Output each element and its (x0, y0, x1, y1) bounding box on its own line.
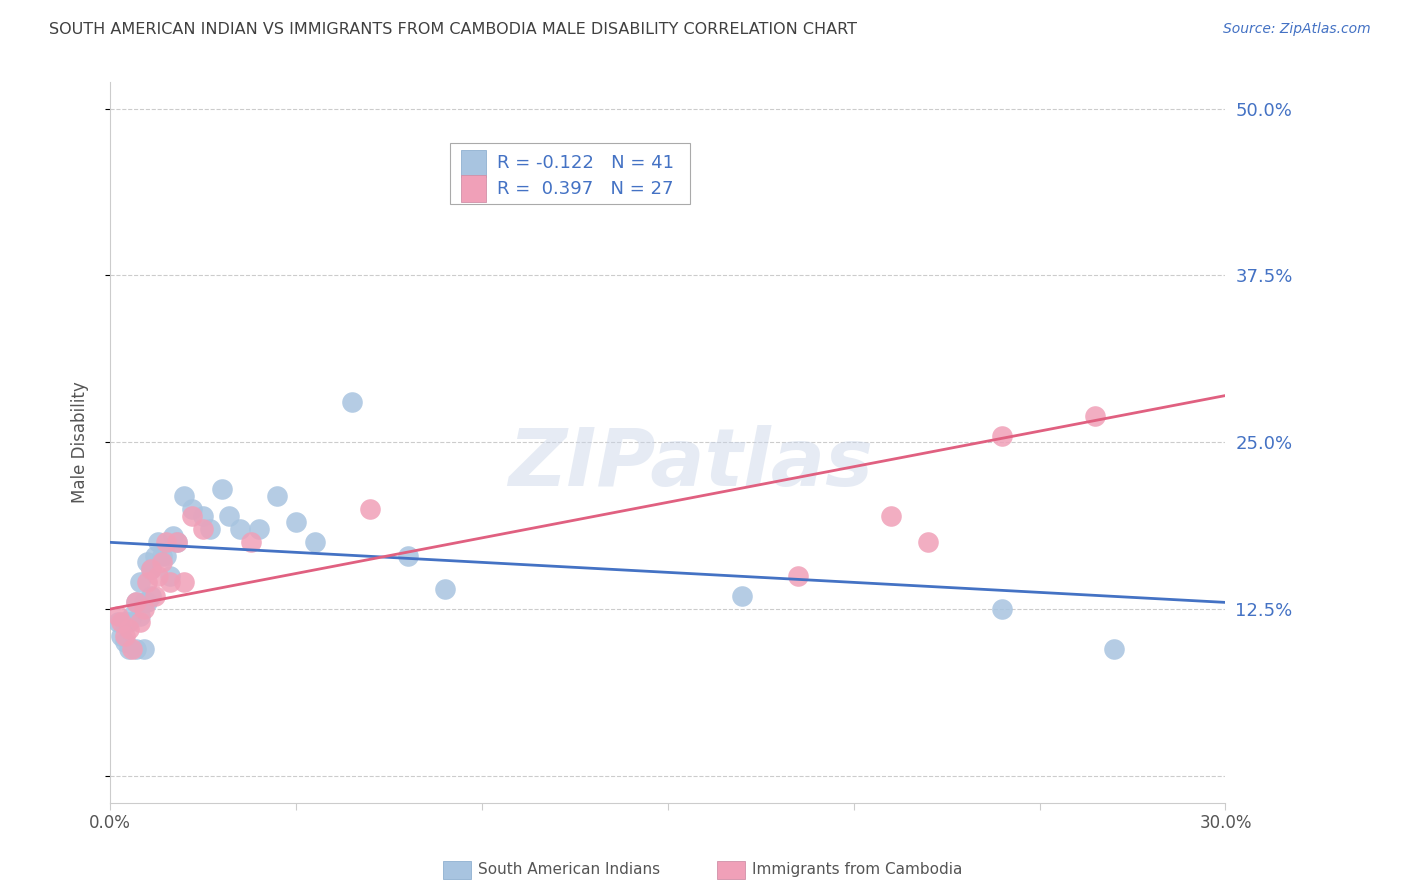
Point (166, 535, 188, 549)
Text: R =  0.397   N = 27: R = 0.397 N = 27 (498, 179, 673, 197)
Point (150, 549, 173, 563)
Point (128, 615, 150, 630)
Point (118, 615, 141, 630)
Point (1084, 409, 1107, 423)
Point (200, 522, 222, 536)
Point (1102, 642, 1125, 657)
Text: R = -0.122   N = 41: R = -0.122 N = 41 (498, 154, 673, 172)
Point (991, 602, 1014, 616)
Point (128, 575, 150, 590)
Point (218, 508, 240, 523)
Point (107, 615, 129, 630)
Point (546, 182, 568, 196)
Text: South American Indians: South American Indians (478, 863, 661, 877)
Point (304, 535, 326, 549)
Point (180, 502, 202, 516)
Point (340, 395, 363, 409)
Point (917, 535, 939, 549)
Point (118, 622, 141, 636)
Point (173, 575, 195, 590)
Text: Immigrants from Cambodia: Immigrants from Cambodia (752, 863, 963, 877)
Point (159, 575, 181, 590)
Point (180, 508, 202, 523)
Point (114, 635, 136, 649)
Point (159, 568, 181, 582)
Point (125, 595, 148, 609)
Point (166, 535, 188, 549)
Point (110, 615, 132, 630)
Point (143, 549, 166, 563)
Point (191, 522, 214, 536)
Text: ZIPatlas: ZIPatlas (508, 425, 873, 503)
Point (136, 575, 159, 590)
Point (110, 629, 132, 643)
Point (433, 582, 456, 596)
Point (880, 508, 903, 523)
Point (139, 589, 162, 603)
Point (136, 555, 159, 569)
Point (991, 428, 1014, 442)
Text: Source: ZipAtlas.com: Source: ZipAtlas.com (1223, 22, 1371, 37)
Point (121, 608, 143, 623)
Point (173, 489, 195, 503)
Point (107, 608, 129, 623)
Point (155, 535, 177, 549)
Point (125, 642, 148, 657)
Y-axis label: Male Disability: Male Disability (72, 382, 89, 503)
Point (162, 529, 184, 543)
Bar (461, 150, 486, 177)
Point (132, 602, 155, 616)
Point (266, 489, 288, 503)
Point (132, 595, 155, 609)
Point (114, 629, 136, 643)
Point (114, 615, 136, 630)
Text: SOUTH AMERICAN INDIAN VS IMMIGRANTS FROM CAMBODIA MALE DISABILITY CORRELATION CH: SOUTH AMERICAN INDIAN VS IMMIGRANTS FROM… (49, 22, 858, 37)
Bar (461, 175, 486, 202)
Point (191, 508, 214, 523)
Point (121, 642, 143, 657)
Point (787, 568, 810, 582)
Point (731, 589, 754, 603)
FancyBboxPatch shape (450, 143, 690, 204)
Point (148, 535, 170, 549)
Point (150, 555, 173, 569)
Point (240, 535, 263, 549)
Point (118, 642, 141, 657)
Point (148, 568, 170, 582)
Point (125, 595, 148, 609)
Point (211, 482, 233, 496)
Point (136, 595, 159, 609)
Point (143, 589, 166, 603)
Point (139, 562, 162, 576)
Point (285, 516, 308, 530)
Point (128, 608, 150, 623)
Point (155, 549, 177, 563)
Point (139, 562, 162, 576)
Point (396, 549, 419, 563)
Point (229, 522, 252, 536)
Point (247, 522, 270, 536)
Point (132, 642, 155, 657)
Point (359, 502, 381, 516)
